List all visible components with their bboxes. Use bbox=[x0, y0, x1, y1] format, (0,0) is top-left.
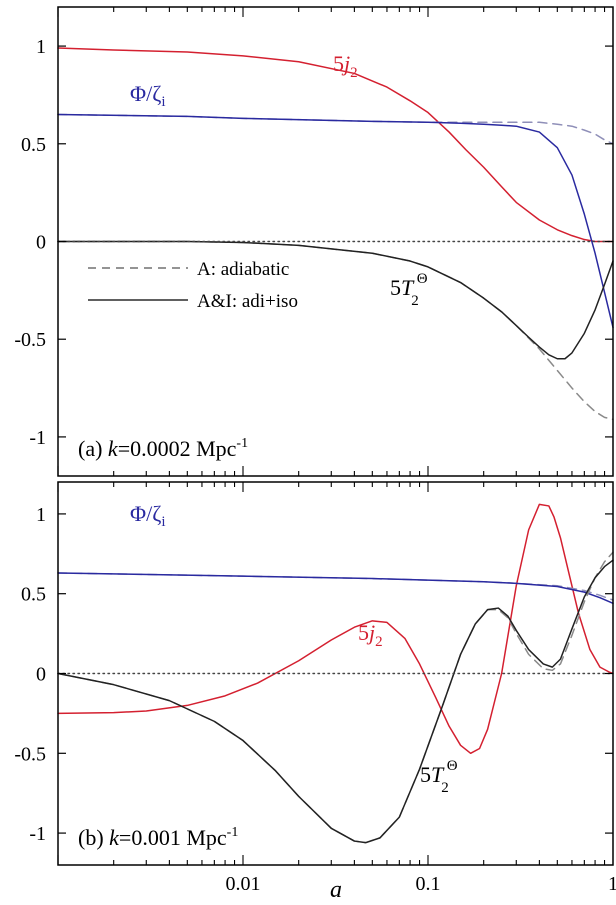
panel-b: -1 -0.5 0 0.5 1 0.01 0.1 1 Φ/ζi 5j2 5T 2Θ (b) k… bbox=[14, 481, 616, 895]
panel-a-ytick-label: 0 bbox=[36, 232, 46, 254]
x-axis-label: a bbox=[330, 877, 342, 903]
panel-b-ytick-label: 0.5 bbox=[21, 584, 46, 606]
panel-b-ytick-label: 1 bbox=[36, 504, 46, 526]
panel-a-ytick-label: 0.5 bbox=[21, 134, 46, 156]
panel-a-series-phi-zeta-i-a-i bbox=[57, 113, 614, 329]
annotation-5j2-b: 5j2 bbox=[358, 620, 383, 650]
panel-b-ytick-label: 0 bbox=[36, 664, 46, 686]
panel-a-x-ticks bbox=[57, 7, 606, 476]
legend: A: adiabatic A&I: adi+iso bbox=[88, 259, 298, 312]
annotation-5T2-b: 5T 2Θ bbox=[420, 758, 458, 796]
panel-a-series-phi-zeta-i-a bbox=[57, 113, 614, 145]
panel-b-series-5j2 bbox=[57, 503, 614, 755]
legend-entry-adi-iso: A&I: adi+iso bbox=[197, 291, 298, 312]
panel-a-ytick-label: -0.5 bbox=[14, 329, 46, 351]
panel-b-ytick-label: -0.5 bbox=[14, 743, 46, 765]
panel-a-series-5j2 bbox=[57, 47, 614, 243]
panel-b-xtick-label: 0.01 bbox=[226, 873, 261, 895]
panel-a-y-ticks: -1 -0.5 0 0.5 1 bbox=[14, 36, 613, 449]
panel-a-label: (a) k=0.0002 Mpc-1 bbox=[78, 436, 248, 461]
panel-b-label: (b) k=0.001 Mpc-1 bbox=[78, 825, 238, 850]
panel-b-plot-area bbox=[57, 503, 614, 844]
panel-b-ytick-label: -1 bbox=[29, 823, 46, 845]
panel-b-xtick-label: 1 bbox=[608, 873, 616, 895]
panel-a-plot-area bbox=[57, 47, 614, 421]
panel-a-series-5t2theta-a-i bbox=[57, 240, 614, 360]
panel-a-ytick-label: 1 bbox=[36, 36, 46, 58]
annotation-phi-b: Φ/ζi bbox=[130, 501, 165, 530]
panel-b-y-ticks: -1 -0.5 0 0.5 1 bbox=[14, 504, 613, 845]
panel-a-ytick-label: -1 bbox=[29, 427, 46, 449]
legend-entry-adiabatic: A: adiabatic bbox=[197, 259, 289, 280]
panel-a: -1 -0.5 0 0.5 1 A: adiabatic A&I: adi+iso 5j… bbox=[14, 6, 614, 477]
panel-b-x-ticks: 0.01 0.1 1 bbox=[57, 482, 616, 895]
panel-b-series-5t2theta-a-i bbox=[57, 559, 614, 844]
panel-b-xtick-label: 0.1 bbox=[416, 873, 441, 895]
annotation-5T2-a: 5T 2Θ bbox=[390, 271, 428, 309]
annotation-5j2-a: 5j2 bbox=[333, 51, 358, 81]
panel-b-series-phi-zeta-i-a-i bbox=[57, 572, 614, 605]
annotation-phi-a: Φ/ζi bbox=[130, 81, 165, 110]
